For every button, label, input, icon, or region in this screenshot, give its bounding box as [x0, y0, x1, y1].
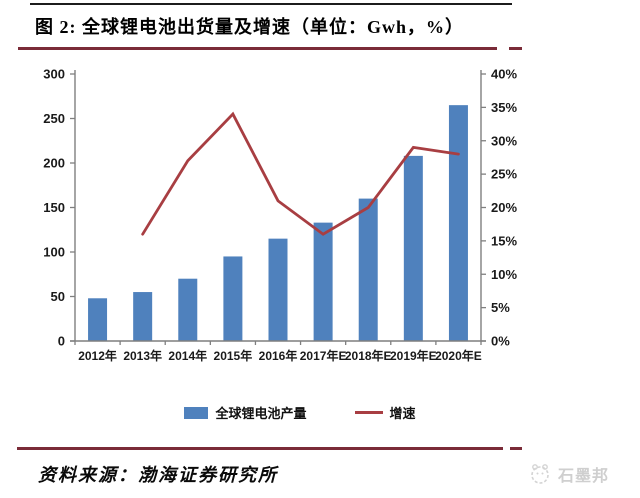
left-axis-tick-label: 150 [43, 200, 65, 215]
right-axis-tick-label: 5% [491, 300, 510, 315]
bar-2015年 [223, 256, 243, 341]
legend-line-swatch [354, 411, 383, 414]
title-divider-dash [509, 47, 522, 50]
title-divider-rule [18, 47, 497, 50]
right-axis-tick-label: 40% [491, 67, 517, 82]
x-axis-category-label: 2019年E [390, 348, 437, 363]
bar-2013年 [133, 292, 153, 341]
bar-2012年 [88, 298, 108, 341]
x-axis-category-label: 2015年 [214, 348, 253, 363]
x-axis-category-label: 2020年E [435, 348, 482, 363]
x-axis-category-label: 2016年 [259, 348, 298, 363]
bar-line-chart: 0 50 100 150 200 250 300 0% 5% 10% 15% 20% 25% 30% 35%… [43, 67, 517, 364]
right-axis-tick-label: 0% [491, 334, 510, 349]
bar-2017年E [313, 222, 333, 341]
panda-logo-icon [531, 464, 549, 484]
x-axis-category-label: 2017年E [300, 348, 347, 363]
right-axis-tick-label: 10% [491, 267, 517, 282]
right-axis-tick-label: 35% [491, 100, 517, 115]
legend-line-label: 增速 [389, 406, 416, 421]
right-axis-tick-label: 30% [491, 133, 517, 148]
source-note: 资料来源：渤海证券研究所 [38, 465, 278, 485]
watermark-badge: 石墨邦 [527, 461, 609, 487]
legend-item-growth: 增速 [354, 403, 416, 422]
x-axis-category-label: 2018年E [345, 348, 392, 363]
right-axis-tick-label: 25% [491, 167, 517, 182]
legend-bar-label: 全球锂电池产量 [215, 406, 307, 421]
left-axis-tick-label: 0 [58, 334, 65, 349]
right-axis-tick-label: 15% [491, 233, 517, 248]
x-axis-category-label: 2013年 [123, 348, 162, 363]
bar-2020年E [448, 105, 468, 342]
bar-2019年E [403, 155, 423, 341]
legend-item-production: 全球锂电池产量 [184, 403, 307, 422]
x-axis-category-label: 2012年 [78, 348, 117, 363]
watermark-text: 石墨邦 [558, 468, 610, 485]
left-axis-tick-label: 100 [43, 245, 65, 260]
top-border-line [30, 3, 512, 5]
left-axis-tick-label: 50 [51, 289, 65, 304]
bar-2018年E [358, 198, 378, 341]
left-axis-tick-label: 250 [43, 111, 65, 126]
bar-2014年 [178, 278, 198, 341]
footer-divider-dash [510, 447, 522, 450]
chart-legend: 全球锂电池产量 增速 [0, 403, 600, 422]
right-axis-tick-label: 20% [491, 200, 517, 215]
growth-line [141, 111, 460, 236]
bar-2016年 [268, 238, 288, 341]
legend-bar-swatch [184, 406, 209, 419]
footer-divider-rule [17, 447, 503, 450]
figure-title: 图 2: 全球锂电池出货量及增速（单位：Gwh，%） [35, 17, 465, 37]
x-axis-category-label: 2014年 [168, 348, 207, 363]
left-axis-tick-label: 200 [43, 156, 65, 171]
left-axis-tick-label: 300 [43, 67, 65, 82]
